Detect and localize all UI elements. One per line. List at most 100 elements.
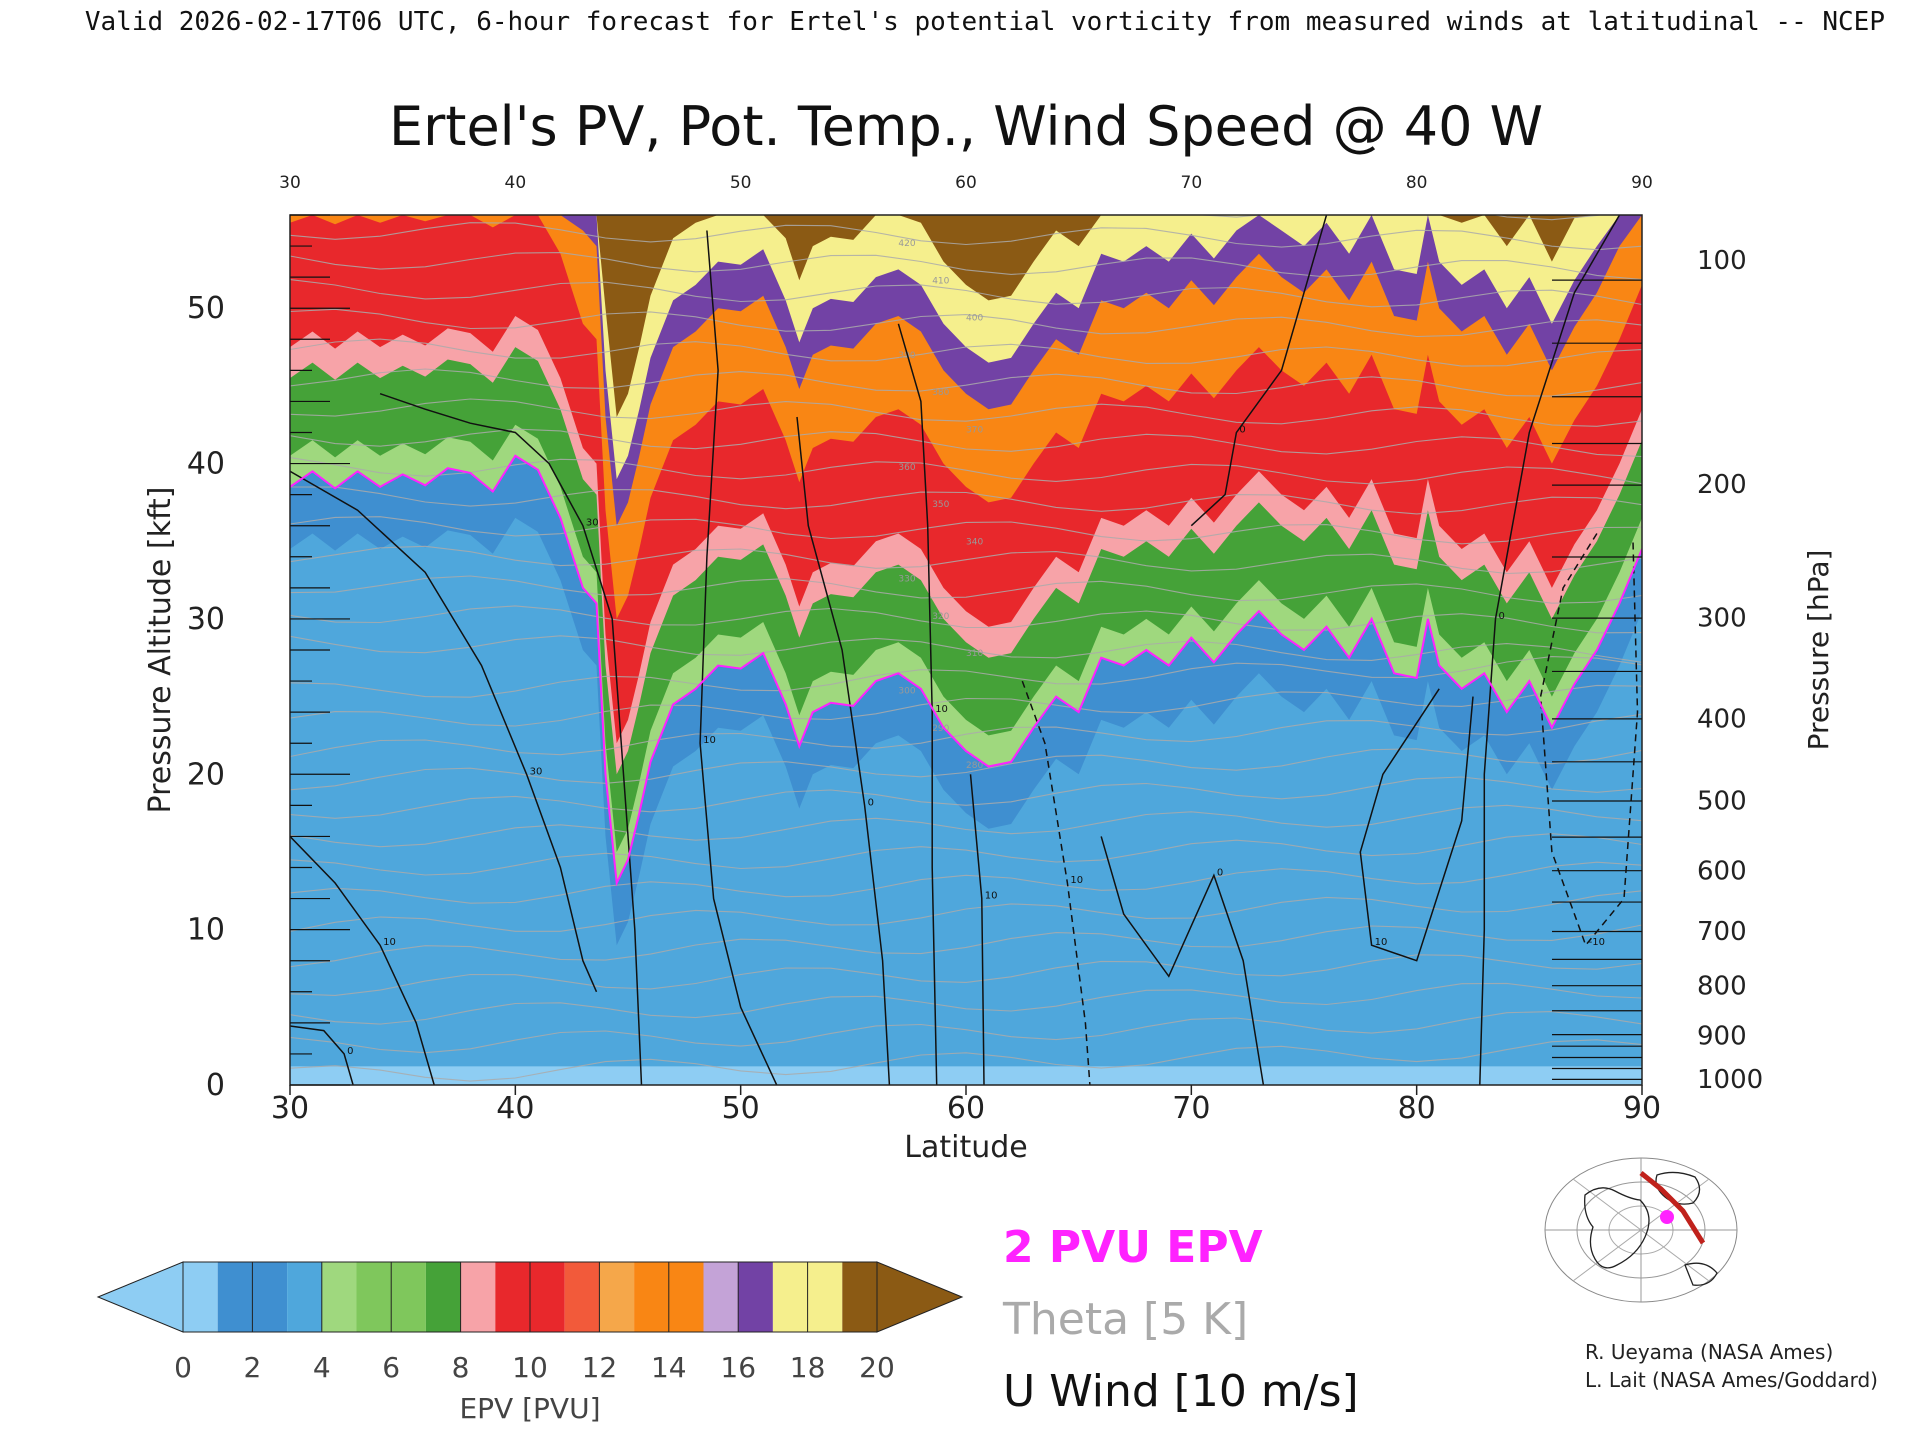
pressure-tick-label: 200 [1697,470,1747,500]
x-tick-label: 90 [1623,1091,1661,1126]
y-tick-label: 10 [187,913,225,948]
theta-contour-line [290,457,1642,485]
colorbar-tick-label: 12 [582,1351,618,1384]
pressure-tick-label: 500 [1697,787,1747,817]
theta-contour-line [290,252,1642,281]
chart-title: Ertel's PV, Pot. Temp., Wind Speed @ 40 … [389,95,1543,158]
map-inset [1544,1155,1738,1305]
colorbar-segment [564,1262,600,1332]
wind-contours: 30 30 10 0 10 0 10 10 0 10 10 0 0 -10 [290,215,1639,1085]
x-axis-top: 30 40 50 60 70 80 90 [279,173,1653,193]
colorbar-tick-label: 8 [452,1351,470,1384]
theta-contour-line [290,635,1642,663]
colorbar-segment [287,1262,322,1332]
pressure-tick-label: 800 [1697,972,1747,1002]
colorbar-segment [668,1262,704,1332]
colorbar-tick-label: 0 [174,1351,192,1384]
y2-axis-label: Pressure [hPa] [1802,550,1835,751]
theta-label: 420 [898,239,915,249]
legend-epv: 2 PVU EPV [1003,1222,1263,1273]
x-tick-label: 50 [722,1091,760,1126]
colorbar-segment [530,1262,565,1332]
credit-line-2: L. Lait (NASA Ames/Goddard) [1585,1368,1878,1392]
colorbar-segment [599,1262,635,1332]
colorbar-segment [842,1262,877,1332]
map-location-marker [1660,1210,1674,1224]
theta-contour-line [290,1011,1642,1054]
wind-contour-line [1100,836,1265,1085]
pressure-tick-label: 400 [1697,704,1747,734]
y-tick-label: 20 [187,757,225,792]
colorbar-tick-label: 6 [382,1351,400,1384]
x-top-tick-label: 40 [505,173,527,193]
map-coastlines [1584,1171,1718,1286]
pressure-tick-label: 300 [1697,603,1747,633]
x-top-tick-label: 80 [1406,173,1428,193]
theta-label: 340 [966,537,983,547]
theta-label: 350 [932,500,949,510]
x-tick-label: 70 [1172,1091,1210,1126]
wind-contour-label: 0 [868,797,874,808]
wind-contour-label: 0 [1499,611,1505,622]
colorbar-tick-label: 20 [859,1351,895,1384]
theta-contour-line [290,713,1642,758]
wind-contour-label: 10 [703,735,716,746]
wind-contour-line [699,230,778,1085]
y-axis-pressure: 100 200 300 400 500 600 700 800 900 1000 [1552,246,1763,1095]
colorbar-segment [634,1262,669,1332]
theta-contour-line [290,368,1642,397]
two-pvu-tropopause-line [290,454,1642,887]
wind-contour-line [897,323,938,1085]
layer-surface-lightblue [290,1066,1642,1085]
theta-label: 280 [966,761,983,771]
colorbar-frame [182,1261,878,1333]
colorbar-segment [772,1262,808,1332]
colorbar-segment [807,1262,843,1332]
colorbar-segment [738,1262,773,1332]
wind-contour-label: 10 [1375,937,1388,948]
y-axis-label: Pressure Altitude [kft] [143,487,178,814]
theta-contour-line [290,861,1642,904]
layer-blue [290,517,1642,1085]
y-axis-kft: 0 10 20 30 40 50 [187,214,350,1103]
theta-contour-line [290,776,1642,819]
colorbar-tick-label: 4 [313,1351,331,1384]
x-top-tick-label: 60 [955,173,977,193]
colorbar-segment [703,1262,739,1332]
colorbar-tick-label: 16 [720,1351,756,1384]
colorbar-segment [356,1262,392,1332]
wind-contour-label: 10 [985,891,998,902]
x-tick-label: 60 [947,1091,985,1126]
theta-contour-line [290,308,1642,338]
theta-contour-line [290,575,1642,604]
theta-contour-line [290,1039,1642,1082]
wind-contour-line [290,1025,354,1085]
colorbar-tick-label: 18 [790,1351,826,1384]
theta-contour-line [290,748,1642,791]
x-axis: 30 40 50 60 70 80 90 [271,1085,1661,1126]
legend-wind: U Wind [10 m/s] [1003,1366,1359,1417]
wind-contour-line [1021,680,1091,1085]
pressure-tick-label: 700 [1697,917,1747,947]
x-tick-label: 30 [271,1091,309,1126]
theta-label: 300 [898,687,915,697]
theta-contour-line [290,605,1642,634]
theta-contour-line [290,222,1642,251]
theta-label: 400 [966,314,983,324]
wind-contour-line [1359,688,1474,962]
pressure-tick-label: 900 [1697,1021,1747,1051]
x-top-tick-label: 90 [1631,173,1653,193]
theta-contour-line [290,398,1642,427]
wind-contour-label: 10 [383,937,396,948]
theta-label: 330 [898,575,915,585]
theta-contour-line [290,338,1642,367]
pressure-tick-label: 600 [1697,857,1747,887]
y-tick-label: 30 [187,602,225,637]
wind-contour-line [290,470,598,993]
theta-label: 290 [932,724,949,734]
theta-label: 320 [932,612,949,622]
pressure-tick-label: 1000 [1697,1065,1763,1095]
wind-contour-label: 10 [1070,875,1083,886]
theta-contour-line [290,684,1642,727]
